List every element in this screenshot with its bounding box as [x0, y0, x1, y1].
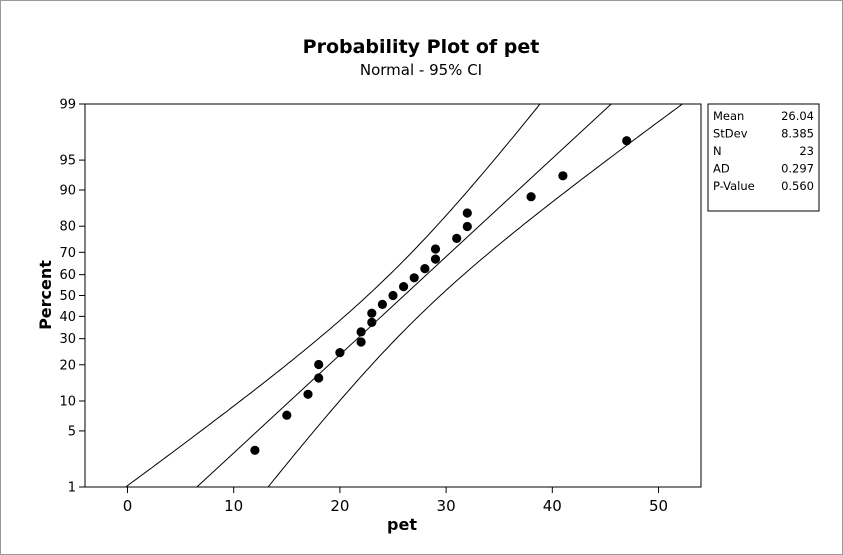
chart-subtitle: Normal - 95% CI [360, 61, 482, 79]
data-point [452, 233, 462, 243]
data-point [409, 273, 419, 283]
data-point [250, 445, 260, 455]
y-tick-label: 40 [59, 310, 76, 325]
data-points [250, 136, 632, 455]
x-tick-label: 50 [649, 497, 668, 515]
stats-label: Mean [713, 109, 744, 123]
data-point [367, 317, 377, 327]
y-tick-label: 1 [68, 481, 76, 496]
stats-label: AD [713, 162, 730, 176]
data-point [377, 299, 387, 309]
fitted-line-layer [196, 104, 612, 487]
stats-label: StDev [713, 127, 748, 141]
stats-value: 23 [799, 144, 814, 158]
x-tick-label: 0 [123, 497, 133, 515]
ci-lower-band [267, 104, 684, 487]
data-point [420, 264, 430, 274]
data-point [430, 254, 441, 264]
stats-value: 8.385 [781, 127, 814, 141]
data-point [335, 348, 345, 358]
y-tick-label: 50 [59, 289, 76, 304]
data-point [462, 208, 472, 218]
data-point [558, 171, 568, 181]
y-tick-label: 90 [59, 184, 76, 199]
y-tick-label: 80 [59, 220, 76, 235]
y-tick-label: 10 [59, 394, 76, 409]
y-tick-label: 30 [59, 332, 76, 347]
x-axis-ticks: 0 10 20 30 40 50 [123, 487, 668, 515]
stats-value: 0.560 [781, 179, 814, 193]
data-point [356, 327, 366, 337]
stats-label: P-Value [713, 179, 755, 193]
data-point [430, 244, 441, 254]
stats-value: 0.297 [781, 162, 814, 176]
stats-legend: Mean 26.04 StDev 8.385 N 23 AD 0.297 P-Value 0.56… [707, 103, 820, 212]
data-point [314, 359, 324, 370]
data-point [526, 192, 536, 202]
data-point [367, 308, 377, 318]
data-point [399, 282, 409, 292]
x-axis-label: pet [387, 515, 417, 534]
y-tick-label: 5 [68, 424, 76, 439]
data-point [622, 136, 632, 146]
data-point [314, 373, 324, 383]
y-axis-ticks: 1 5 10 20 30 40 50 60 70 80 90 95 99 [59, 98, 85, 496]
y-tick-label: 95 [59, 154, 76, 169]
x-tick-label: 30 [437, 497, 456, 515]
y-tick-label: 60 [59, 268, 76, 283]
data-point [303, 389, 313, 399]
y-tick-label: 20 [59, 358, 76, 373]
x-tick-label: 40 [543, 497, 562, 515]
stats-label: N [713, 144, 722, 158]
x-tick-label: 10 [224, 497, 243, 515]
data-point [462, 221, 472, 232]
chart-title: Probability Plot of pet [303, 36, 540, 58]
ci-upper-band [124, 104, 541, 487]
confidence-bands [124, 104, 684, 487]
x-tick-label: 20 [330, 497, 349, 515]
y-tick-label: 99 [59, 98, 76, 113]
data-point [388, 290, 398, 301]
stats-value: 26.04 [781, 109, 814, 123]
y-tick-label: 70 [59, 246, 76, 261]
stats-legend-border [707, 103, 820, 212]
data-point [282, 410, 292, 420]
fitted-line [196, 104, 612, 487]
y-axis-label: Percent [36, 260, 55, 330]
data-point [356, 337, 366, 347]
